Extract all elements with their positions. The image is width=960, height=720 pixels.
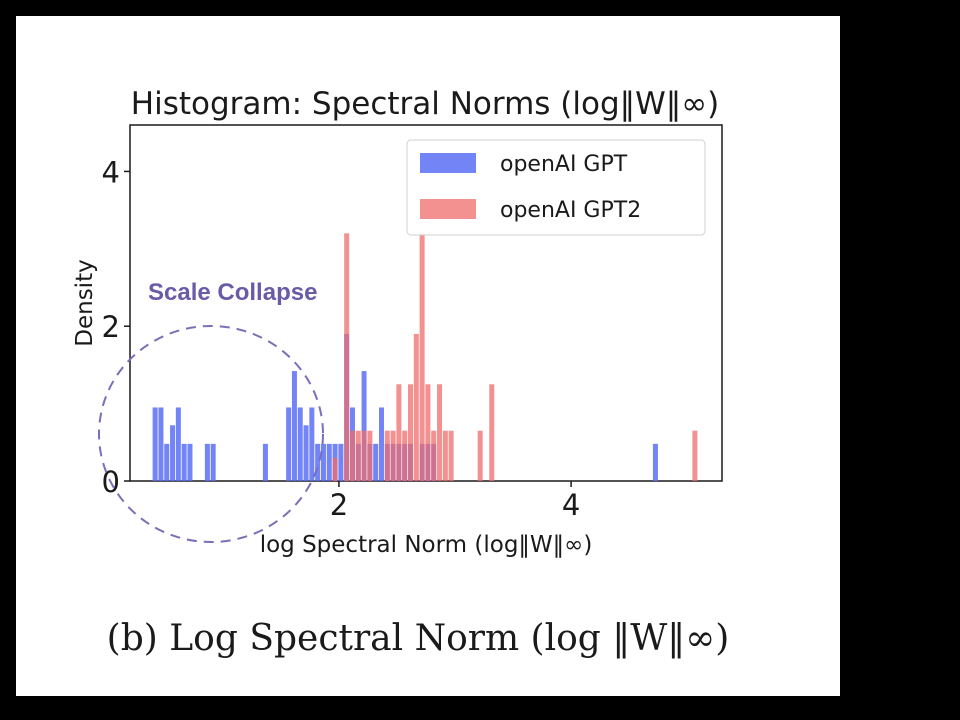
bar-openai-gpt-11 — [291, 371, 297, 481]
bar-openai-gpt-4 — [175, 407, 181, 481]
y-tick-label-4: 4 — [102, 155, 120, 189]
bar-openai-gpt2-13 — [425, 384, 431, 481]
bar-openai-gpt2-11 — [413, 333, 419, 481]
figure-panel — [16, 16, 840, 696]
bar-openai-gpt-6 — [187, 443, 193, 481]
bar-openai-gpt-19 — [338, 443, 344, 481]
bar-openai-gpt-15 — [315, 443, 321, 481]
x-tick-label-4: 4 — [562, 488, 580, 522]
bar-openai-gpt2-4 — [361, 430, 367, 481]
bar-openai-gpt2-6 — [384, 430, 390, 481]
bar-openai-gpt2-1 — [344, 233, 350, 481]
bar-openai-gpt-5 — [181, 443, 187, 481]
bar-openai-gpt2-2 — [349, 430, 355, 481]
figure-caption: (b) Log Spectral Norm (log ‖W‖∞) — [107, 618, 730, 659]
bar-openai-gpt2-19 — [489, 384, 495, 481]
bar-openai-gpt-17 — [326, 443, 332, 481]
bar-openai-gpt-25 — [373, 443, 379, 481]
bar-openai-gpt-26 — [378, 407, 384, 481]
bar-openai-gpt-16 — [320, 443, 326, 481]
bar-openai-gpt-14 — [309, 407, 315, 481]
bar-openai-gpt-23 — [361, 371, 367, 481]
bar-openai-gpt-35 — [652, 443, 658, 481]
bar-openai-gpt2-12 — [419, 233, 425, 481]
bar-openai-gpt2-10 — [408, 384, 414, 481]
scale-collapse-label: Scale Collapse — [148, 279, 317, 306]
bar-openai-gpt2-15 — [437, 384, 443, 481]
y-tick-label-2: 2 — [102, 310, 120, 344]
legend: openAI GPT openAI GPT2 — [406, 139, 706, 236]
scale-collapse-circle — [98, 325, 324, 543]
chart-title: Histogram: Spectral Norms (log‖W‖∞) — [131, 86, 719, 122]
bar-openai-gpt-9 — [262, 443, 268, 481]
x-tick-label-2: 2 — [330, 488, 348, 522]
bar-openai-gpt2-7 — [390, 430, 396, 481]
scale-collapse-annotation: Scale Collapse — [98, 279, 324, 543]
bar-openai-gpt-7 — [204, 443, 210, 481]
legend-label-openai-gpt: openAI GPT — [500, 152, 628, 177]
bar-openai-gpt2-20 — [692, 430, 698, 481]
bar-openai-gpt2-14 — [431, 430, 437, 481]
bar-openai-gpt2-0 — [332, 457, 338, 481]
bar-openai-gpt2-9 — [402, 430, 408, 481]
legend-label-openai-gpt2: openAI GPT2 — [500, 198, 641, 223]
legend-swatch-openai-gpt — [420, 153, 476, 173]
bar-openai-gpt-3 — [170, 425, 176, 481]
bar-openai-gpt-8 — [210, 443, 216, 481]
legend-swatch-openai-gpt2 — [420, 199, 476, 219]
bar-openai-gpt2-16 — [442, 430, 448, 481]
bar-openai-gpt-1 — [158, 407, 164, 481]
bar-openai-gpt2-8 — [396, 384, 402, 481]
y-axis-label: Density — [72, 259, 98, 346]
legend-box — [406, 139, 706, 236]
bar-openai-gpt-0 — [152, 407, 158, 481]
series-openai-gpt2-bars — [332, 233, 698, 481]
bar-openai-gpt-13 — [303, 425, 309, 481]
bar-openai-gpt-12 — [297, 407, 303, 481]
bar-openai-gpt2-3 — [355, 430, 361, 481]
x-axis-label: log Spectral Norm (log‖W‖∞) — [260, 532, 593, 558]
bar-openai-gpt2-5 — [367, 430, 373, 481]
bar-openai-gpt-10 — [286, 407, 292, 481]
bar-openai-gpt-2 — [164, 443, 170, 481]
bar-openai-gpt2-17 — [448, 430, 454, 481]
bar-openai-gpt2-18 — [477, 430, 483, 481]
